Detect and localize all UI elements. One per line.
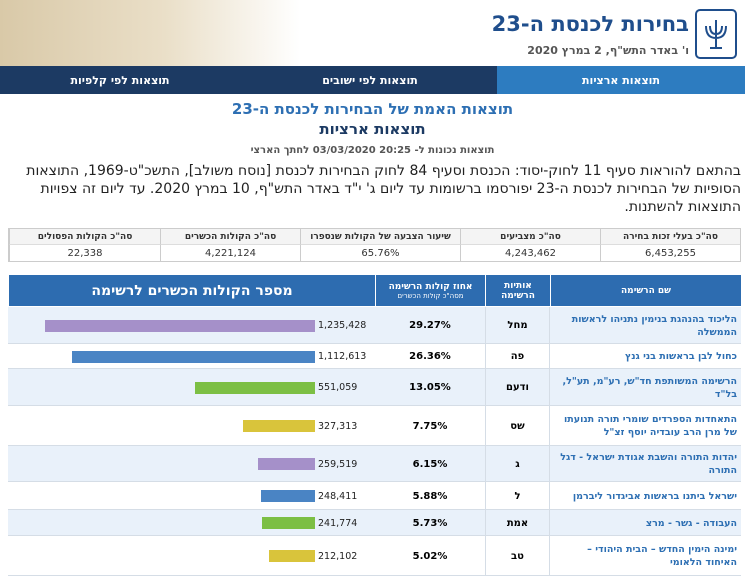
votes-label: 327,313 — [318, 420, 358, 432]
party-percent: 13.05% — [409, 382, 451, 393]
result-row: הליכוד בהנהגת בנימין נתניהו לראשות הממשל… — [8, 307, 741, 344]
vote-bar — [258, 458, 315, 470]
summary-value: 22,338 — [9, 245, 160, 261]
main-title: תוצאות האמת של הבחירות לכנסת ה-23 — [231, 100, 514, 118]
summary-value: 4,243,462 — [460, 245, 600, 261]
result-row: העבודה - גשר - מרצ אמת 5.73% 241,774 — [8, 510, 741, 536]
summary-header: סה"כ מצביעים — [460, 229, 600, 245]
party-letters: אמת — [485, 510, 550, 536]
nav-tab[interactable]: תוצאות לפי קלפיות — [70, 73, 170, 87]
votes-label: 212,102 — [318, 550, 358, 562]
party-letters: ודעם — [485, 369, 550, 406]
site-title: בחירות לכנסת ה-23 — [491, 12, 689, 36]
vote-bar — [45, 319, 315, 332]
vote-bar — [71, 350, 315, 363]
result-row: הרשימה המשותפת חד"ש, רע"מ, תע"ל, בל"ד ודע… — [8, 369, 741, 406]
party-name: הרשימה המשותפת חד"ש, רע"מ, תע"ל, בל"ד — [562, 375, 737, 400]
result-row: ימינה הימין החדש – הבית היהודי – האיחוד … — [8, 536, 741, 576]
party-name: העבודה - גשר - מרצ — [645, 517, 737, 529]
main-subtitle: תוצאות ארציות — [319, 120, 426, 138]
header-percent-cell: אחוז קולות הרשימה מסה"כ קולות הכשרים — [375, 275, 485, 306]
vote-bar — [194, 381, 315, 394]
party-percent: 6.15% — [412, 458, 448, 470]
party-letters: שס — [485, 406, 550, 446]
vote-bar — [268, 550, 315, 562]
result-row: ישראל ביתנו בראשות אביגדור ליברמן ל 5.88% 2… — [8, 482, 741, 510]
emblem — [695, 9, 737, 59]
party-percent: 7.75% — [412, 420, 448, 432]
summary-value: 6,453,255 — [600, 245, 740, 261]
party-percent: 5.88% — [412, 490, 448, 502]
party-name: ימינה הימין החדש – הבית היהודי – האיחוד … — [587, 544, 737, 568]
votes-label: 259,519 — [318, 458, 358, 470]
party-letters: ל — [485, 482, 550, 510]
nav-tab[interactable]: תוצאות לפי ישובים — [322, 73, 418, 87]
header-votes: מספר הקולות הכשרים לרשימה — [8, 275, 375, 306]
votes-label: 1,235,428 — [318, 320, 367, 331]
header-image — [0, 0, 300, 66]
party-percent: 5.02% — [412, 550, 448, 562]
summary-header: סה"כ הקולות הפסולים — [9, 229, 160, 245]
party-percent: 29.27% — [409, 320, 451, 331]
votes-label: 241,774 — [318, 517, 358, 529]
result-row: יהדות התורה והשבת אגודת ישראל - דגל התור… — [8, 446, 741, 482]
site-date: ו' באדר התש"ף, 2 במרץ 2020 — [527, 44, 689, 57]
paragraph: בהתאם להוראות סעיף 11 לחוק-יסוד: הכנסת ו… — [26, 163, 741, 215]
party-letters: פה — [485, 344, 550, 369]
vote-bar — [243, 420, 315, 432]
party-name: התאחדות הספרדים שומרי תורה תנועתו של מרן… — [564, 414, 737, 438]
summary-header: סה"כ בעלי זכות בחירה — [600, 229, 740, 245]
party-percent: 26.36% — [409, 351, 451, 362]
header-letters: אותיות הרשימה — [485, 275, 550, 306]
party-name: יהדות התורה והשבת אגודת ישראל - דגל התור… — [560, 452, 737, 476]
timestamp: תוצאות נכונות ל- 20:25 03/03/2020 לחתך ה… — [250, 144, 495, 156]
party-name: ישראל ביתנו בראשות אביגדור ליברמן — [572, 490, 737, 502]
summary-header: סה"כ הקולות הכשרים — [160, 229, 300, 245]
party-percent: 5.73% — [412, 517, 448, 529]
results-table: שם הרשימה אותיות הרשימה אחוז קולות הרשימה מ… — [8, 275, 741, 576]
party-letters: מחל — [485, 307, 550, 344]
vote-bar — [262, 517, 315, 529]
header-percent: אחוז קולות הרשימה — [388, 281, 473, 292]
party-name: כחול לבן בראשות בני גנץ — [624, 351, 737, 362]
summary-value: 65.76% — [300, 245, 460, 261]
party-letters: ג — [485, 446, 550, 482]
result-row: התאחדות הספרדים שומרי תורה תנועתו של מרן… — [8, 406, 741, 446]
party-name: הליכוד בהנהגת בנימין נתניהו לראשות הממשל… — [571, 313, 737, 338]
header-percent-sub: מסה"כ קולות הכשרים — [397, 291, 464, 300]
party-letters: טב — [485, 536, 550, 576]
summary-header: שיעור הצבעה של הקולות שנספרו — [300, 229, 460, 245]
votes-label: 248,411 — [318, 490, 358, 502]
result-row: כחול לבן בראשות בני גנץ פה 26.36% 1,112,613 — [8, 344, 741, 369]
votes-label: 1,112,613 — [318, 351, 367, 362]
vote-bar — [260, 490, 315, 502]
summary-table: סה"כ בעלי זכות בחירה 6,453,255 סה"כ מצביעי… — [8, 228, 741, 262]
nav-tab-active[interactable]: תוצאות ארציות — [497, 66, 745, 94]
summary-value: 4,221,124 — [160, 245, 300, 261]
header-name: שם הרשימה — [550, 275, 741, 306]
votes-label: 551,059 — [318, 382, 358, 393]
